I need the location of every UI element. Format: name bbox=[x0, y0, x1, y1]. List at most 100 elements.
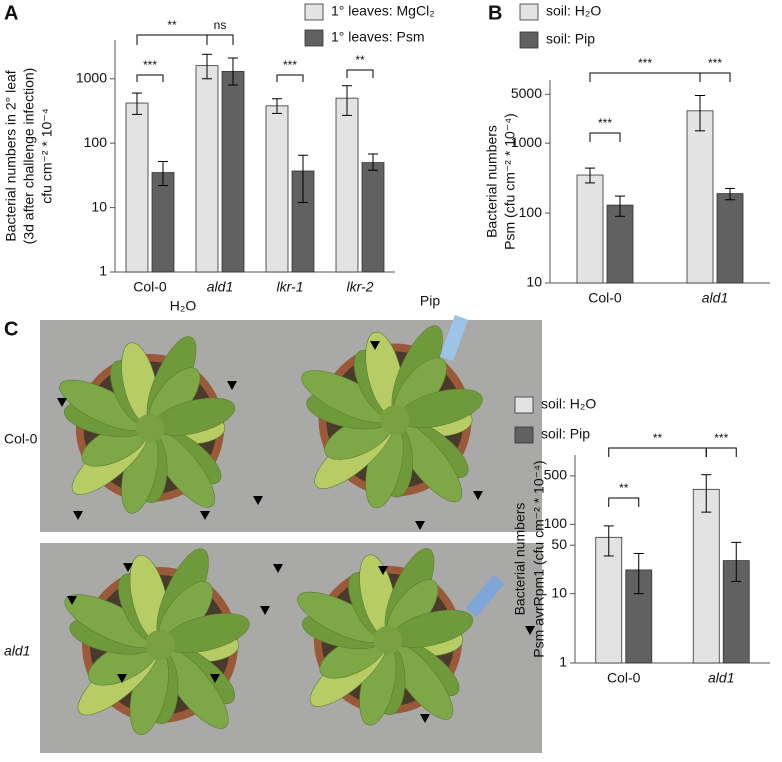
significance-bracket bbox=[276, 74, 304, 82]
bar bbox=[576, 174, 604, 284]
significance-bracket bbox=[589, 72, 701, 82]
legend-label: soil: H₂O bbox=[541, 396, 596, 412]
significance-bracket bbox=[206, 34, 234, 45]
center bbox=[373, 625, 403, 655]
significance-label: *** bbox=[708, 56, 722, 70]
center bbox=[145, 630, 175, 660]
arrowhead bbox=[200, 511, 210, 520]
arrowhead bbox=[370, 341, 380, 350]
significance-label: *** bbox=[638, 56, 652, 70]
column-label: H₂O bbox=[170, 298, 197, 314]
significance-label: *** bbox=[283, 58, 297, 72]
arrowhead bbox=[273, 564, 283, 573]
arrowhead bbox=[117, 674, 127, 683]
significance-label: ** bbox=[355, 53, 365, 67]
x-tick-label: ald1 bbox=[708, 670, 734, 686]
legend-label: 1° leaves: Psm bbox=[331, 29, 425, 45]
column-label: Pip bbox=[420, 293, 440, 309]
x-tick-label: ald1 bbox=[702, 290, 728, 306]
significance-bracket bbox=[705, 447, 737, 457]
bar bbox=[195, 65, 219, 273]
bar bbox=[265, 105, 289, 273]
panel-label: C bbox=[4, 318, 18, 340]
x-tick-label: ald1 bbox=[207, 279, 233, 295]
significance-bracket bbox=[136, 74, 164, 82]
x-tick-label: lkr-1 bbox=[277, 279, 304, 295]
legend-label: soil: Pip bbox=[541, 426, 590, 442]
arrowhead bbox=[123, 563, 133, 572]
significance-bracket bbox=[346, 69, 374, 78]
significance-bracket bbox=[699, 72, 731, 82]
y-tick-label: 1 bbox=[559, 654, 567, 670]
panel-label: A bbox=[4, 2, 18, 24]
y-axis-label: Bacterial numbers in 2° leaf bbox=[3, 70, 19, 241]
significance-label: *** bbox=[598, 116, 612, 130]
tag bbox=[465, 574, 505, 618]
significance-bracket bbox=[608, 497, 640, 507]
significance-label: *** bbox=[714, 431, 728, 445]
legend-swatch bbox=[519, 3, 539, 21]
bar bbox=[221, 71, 245, 273]
significance-label: ** bbox=[653, 431, 663, 445]
y-tick-label: 100 bbox=[544, 515, 568, 531]
y-axis-label: Psm (cfu cm⁻² * 10⁻⁴) bbox=[502, 113, 518, 250]
y-axis-label: Bacterial numbers bbox=[484, 125, 500, 238]
significance-label: ** bbox=[167, 18, 177, 32]
y-tick-label: 1000 bbox=[511, 134, 542, 150]
y-axis-label: Psm avrRpm1 (cfu cm⁻² * 10⁻⁴) bbox=[531, 460, 547, 657]
y-tick-label: 10 bbox=[91, 198, 107, 214]
legend-label: soil: Pip bbox=[546, 31, 595, 47]
y-tick-label: 10 bbox=[526, 274, 542, 290]
bar bbox=[716, 193, 744, 284]
significance-bracket bbox=[589, 132, 621, 142]
arrowhead bbox=[73, 511, 83, 520]
y-tick-label: 50 bbox=[551, 536, 567, 552]
center bbox=[135, 413, 165, 443]
y-tick-label: 100 bbox=[519, 204, 543, 220]
significance-bracket bbox=[608, 447, 707, 457]
y-tick-label: 1 bbox=[99, 263, 107, 279]
bar bbox=[606, 204, 634, 284]
arrowhead bbox=[210, 674, 220, 683]
y-tick-label: 5000 bbox=[511, 85, 542, 101]
arrowhead bbox=[415, 521, 425, 530]
arrowhead bbox=[420, 714, 430, 723]
legend-swatch bbox=[514, 426, 534, 444]
bar bbox=[722, 560, 750, 664]
significance-label: *** bbox=[143, 58, 157, 72]
bar bbox=[361, 162, 385, 273]
legend-label: 1° leaves: MgCl₂ bbox=[331, 3, 435, 19]
bar bbox=[686, 110, 714, 284]
significance-bracket bbox=[136, 34, 208, 45]
y-axis-label: cfu cm⁻² * 10⁻⁴ bbox=[39, 108, 55, 203]
significance-label: ** bbox=[619, 481, 629, 495]
arrowhead bbox=[227, 381, 237, 390]
arrowhead bbox=[253, 496, 263, 505]
y-tick-label: 100 bbox=[84, 134, 108, 150]
bar bbox=[692, 488, 720, 664]
significance-label: ns bbox=[214, 18, 227, 32]
arrowhead bbox=[260, 606, 270, 615]
legend-swatch bbox=[514, 396, 534, 414]
legend-swatch bbox=[304, 3, 324, 21]
x-tick-label: Col-0 bbox=[588, 290, 622, 306]
x-tick-label: Col-0 bbox=[607, 670, 641, 686]
panel-label: B bbox=[488, 2, 502, 24]
arrowhead bbox=[57, 398, 67, 407]
y-tick-label: 10 bbox=[551, 584, 567, 600]
legend-label: soil: H₂O bbox=[546, 3, 601, 19]
y-axis-label: (3d after challenge infection) bbox=[21, 68, 37, 245]
bar bbox=[151, 172, 175, 273]
y-tick-label: 1000 bbox=[76, 69, 107, 85]
bar bbox=[125, 102, 149, 273]
y-axis-label: Bacterial numbers bbox=[512, 503, 528, 616]
row-label: ald1 bbox=[4, 643, 30, 659]
x-tick-label: Col-0 bbox=[133, 279, 167, 295]
arrowhead bbox=[525, 626, 535, 635]
arrowhead bbox=[67, 596, 77, 605]
x-tick-label: lkr-2 bbox=[347, 279, 374, 295]
row-label: Col-0 bbox=[4, 431, 38, 447]
legend-swatch bbox=[519, 31, 539, 49]
center bbox=[380, 405, 410, 435]
